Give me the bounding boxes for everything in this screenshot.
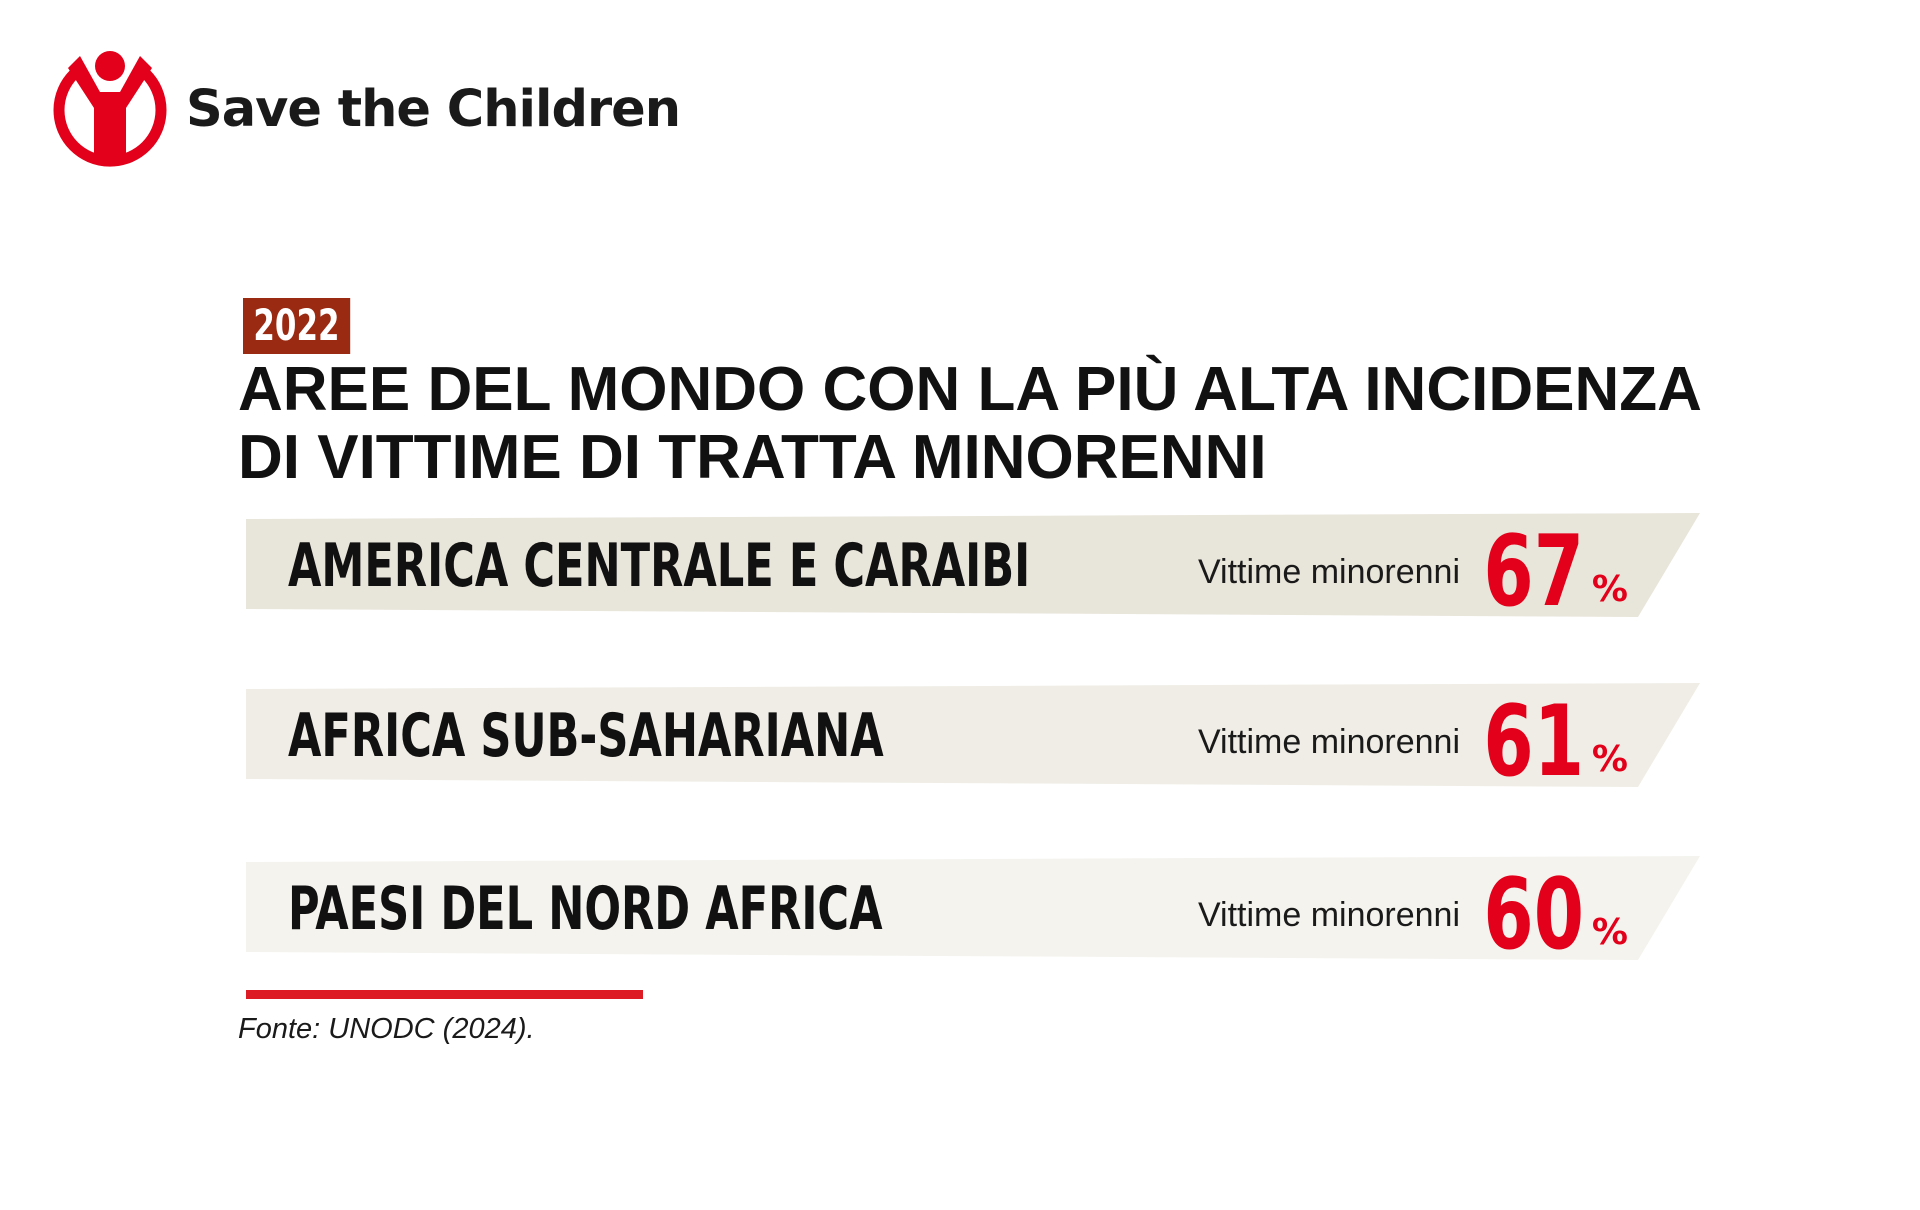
- chart-title: AREE DEL MONDO CON LA PIÙ ALTA INCIDENZA…: [238, 356, 1702, 492]
- category-band: [246, 683, 1700, 787]
- category-band: [246, 513, 1700, 617]
- data-value: 61: [1483, 685, 1584, 799]
- title-line-2: DI VITTIME DI TRATTA MINORENNI: [238, 423, 1267, 492]
- category-label: PAESI DEL NORD AFRICA: [288, 874, 883, 944]
- category-label: AMERICA CENTRALE E CARAIBI: [288, 531, 1030, 601]
- source-note: Fonte: UNODC (2024).: [238, 1013, 535, 1045]
- category-label: AFRICA SUB-SAHARIANA: [288, 701, 884, 771]
- title-line-1: AREE DEL MONDO CON LA PIÙ ALTA INCIDENZA: [238, 355, 1702, 424]
- save-the-children-logo-icon: [53, 51, 167, 167]
- value-unit: %: [1592, 739, 1628, 780]
- data-value: 67: [1483, 515, 1584, 629]
- value-unit: %: [1592, 912, 1628, 953]
- category-band: [246, 856, 1700, 960]
- value-caption: Vittime minorenni: [1198, 553, 1460, 591]
- value-caption: Vittime minorenni: [1198, 896, 1460, 934]
- divider-line: [246, 990, 643, 999]
- year-badge: 2022: [243, 298, 350, 354]
- value-unit: %: [1592, 569, 1628, 610]
- value-caption: Vittime minorenni: [1198, 723, 1460, 761]
- brand-name: Save the Children: [186, 80, 681, 139]
- data-value: 60: [1483, 858, 1584, 972]
